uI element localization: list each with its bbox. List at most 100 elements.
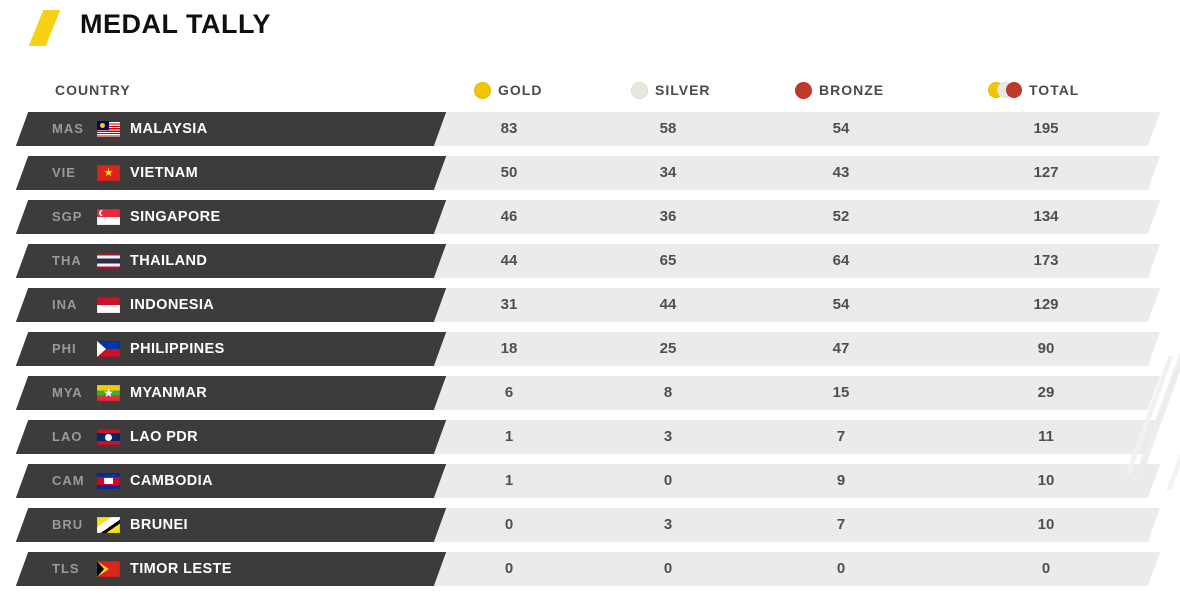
country-code: CAM: [52, 473, 85, 488]
silver-count: 44: [659, 296, 677, 313]
country-name: THAILAND: [130, 253, 208, 269]
country-name: MYANMAR: [130, 385, 208, 401]
silver-medal-icon: [631, 81, 648, 99]
page-title: MEDAL TALLY: [80, 9, 272, 39]
gold-count: 50: [500, 164, 518, 181]
country-code: PHI: [52, 341, 77, 356]
table-row: TLS TIMOR LESTE 0 0 0 0: [0, 552, 1180, 586]
total-count: 90: [1037, 340, 1055, 357]
country-name: INDONESIA: [130, 297, 215, 313]
medal-table: MAS MALAYSIA 83 58 54 195 VIE VIETNAM 50…: [0, 112, 1180, 596]
silver-count: 58: [659, 120, 677, 137]
gold-count: 1: [504, 428, 514, 445]
silver-count: 8: [663, 384, 673, 401]
country-name: CAMBODIA: [130, 473, 213, 489]
country-code: THA: [52, 253, 82, 268]
country-code: VIE: [52, 165, 76, 180]
silver-header-label: SILVER: [655, 82, 711, 98]
column-header-bronze: BRONZE: [795, 78, 884, 102]
silver-count: 3: [663, 516, 673, 533]
flag-vietnam-icon: [97, 165, 120, 181]
flag-malaysia-icon: [97, 121, 120, 137]
country-code: INA: [52, 297, 78, 312]
flag-cambodia-icon: [97, 473, 120, 489]
flag-timor-leste-icon: [97, 561, 120, 577]
table-row: CAM CAMBODIA 1 0 9 10: [0, 464, 1180, 498]
total-count: 29: [1037, 384, 1055, 401]
yellow-slash-icon: [28, 10, 61, 46]
total-count: 10: [1037, 516, 1055, 533]
gold-count: 18: [500, 340, 518, 357]
gold-count: 31: [500, 296, 518, 313]
column-header-silver: SILVER: [631, 78, 711, 102]
gold-medal-icon: [474, 81, 491, 99]
bronze-medal-icon: [1006, 82, 1022, 98]
flag-thailand-icon: [97, 253, 120, 269]
silver-count: 34: [659, 164, 677, 181]
table-row: LAO LAO PDR 1 3 7 11: [0, 420, 1180, 454]
total-count: 134: [1033, 208, 1059, 225]
table-row: VIE VIETNAM 50 34 43 127: [0, 156, 1180, 190]
bronze-count: 15: [832, 384, 850, 401]
total-count: 173: [1033, 252, 1059, 269]
total-count: 11: [1038, 428, 1054, 445]
table-row: PHI PHILIPPINES 18 25 47 90: [0, 332, 1180, 366]
silver-count: 3: [663, 428, 673, 445]
silver-count: 25: [659, 340, 677, 357]
country-name: VIETNAM: [130, 165, 199, 181]
total-count: 10: [1037, 472, 1055, 489]
gold-count: 44: [500, 252, 518, 269]
table-row: MYA MYANMAR 6 8 15 29: [0, 376, 1180, 410]
table-row: MAS MALAYSIA 83 58 54 195: [0, 112, 1180, 146]
silver-count: 65: [659, 252, 677, 269]
total-count: 129: [1033, 296, 1059, 313]
flag-singapore-icon: [97, 209, 120, 225]
country-code: MAS: [52, 121, 84, 136]
bronze-count: 9: [836, 472, 846, 489]
table-row: THA THAILAND 44 65 64 173: [0, 244, 1180, 278]
bronze-count: 43: [832, 164, 850, 181]
country-name: SINGAPORE: [130, 209, 221, 225]
bronze-count: 7: [836, 428, 846, 445]
country-name: LAO PDR: [130, 429, 199, 445]
bronze-count: 54: [832, 120, 850, 137]
flag-brunei-icon: [97, 517, 120, 533]
country-code: MYA: [52, 385, 83, 400]
gold-header-label: GOLD: [498, 82, 543, 98]
flag-philippines-icon: [97, 341, 120, 357]
bronze-count: 0: [836, 560, 846, 577]
bronze-medal-icon: [795, 81, 812, 99]
silver-count: 0: [663, 472, 673, 489]
country-name: PHILIPPINES: [130, 341, 225, 357]
table-header-row: COUNTRY GOLD SILVER BRONZE TOTAL: [0, 78, 1180, 102]
silver-count: 0: [663, 560, 673, 577]
flag-lao-pdr-icon: [97, 429, 120, 445]
country-code: BRU: [52, 517, 84, 532]
total-medals-icon: [988, 82, 1022, 98]
gold-count: 6: [504, 384, 514, 401]
total-header-label: TOTAL: [1029, 82, 1080, 98]
country-header-label: COUNTRY: [55, 82, 131, 98]
flag-indonesia-icon: [97, 297, 120, 313]
column-header-gold: GOLD: [474, 78, 542, 102]
bronze-count: 47: [832, 340, 850, 357]
flag-myanmar-icon: [97, 385, 120, 401]
gold-count: 1: [504, 472, 514, 489]
silver-count: 36: [659, 208, 677, 225]
bronze-header-label: BRONZE: [819, 82, 885, 98]
bronze-count: 7: [836, 516, 846, 533]
bronze-count: 64: [832, 252, 850, 269]
country-code: LAO: [52, 429, 83, 444]
column-header-total: TOTAL: [988, 78, 1079, 102]
gold-count: 83: [500, 120, 518, 137]
total-count: 0: [1041, 560, 1051, 577]
gold-count: 46: [500, 208, 518, 225]
column-header-country: COUNTRY: [55, 78, 131, 102]
gold-count: 0: [504, 516, 514, 533]
total-count: 127: [1033, 164, 1059, 181]
table-row: INA INDONESIA 31 44 54 129: [0, 288, 1180, 322]
country-name: BRUNEI: [130, 517, 188, 533]
table-row: BRU BRUNEI 0 3 7 10: [0, 508, 1180, 542]
total-count: 195: [1033, 120, 1059, 137]
